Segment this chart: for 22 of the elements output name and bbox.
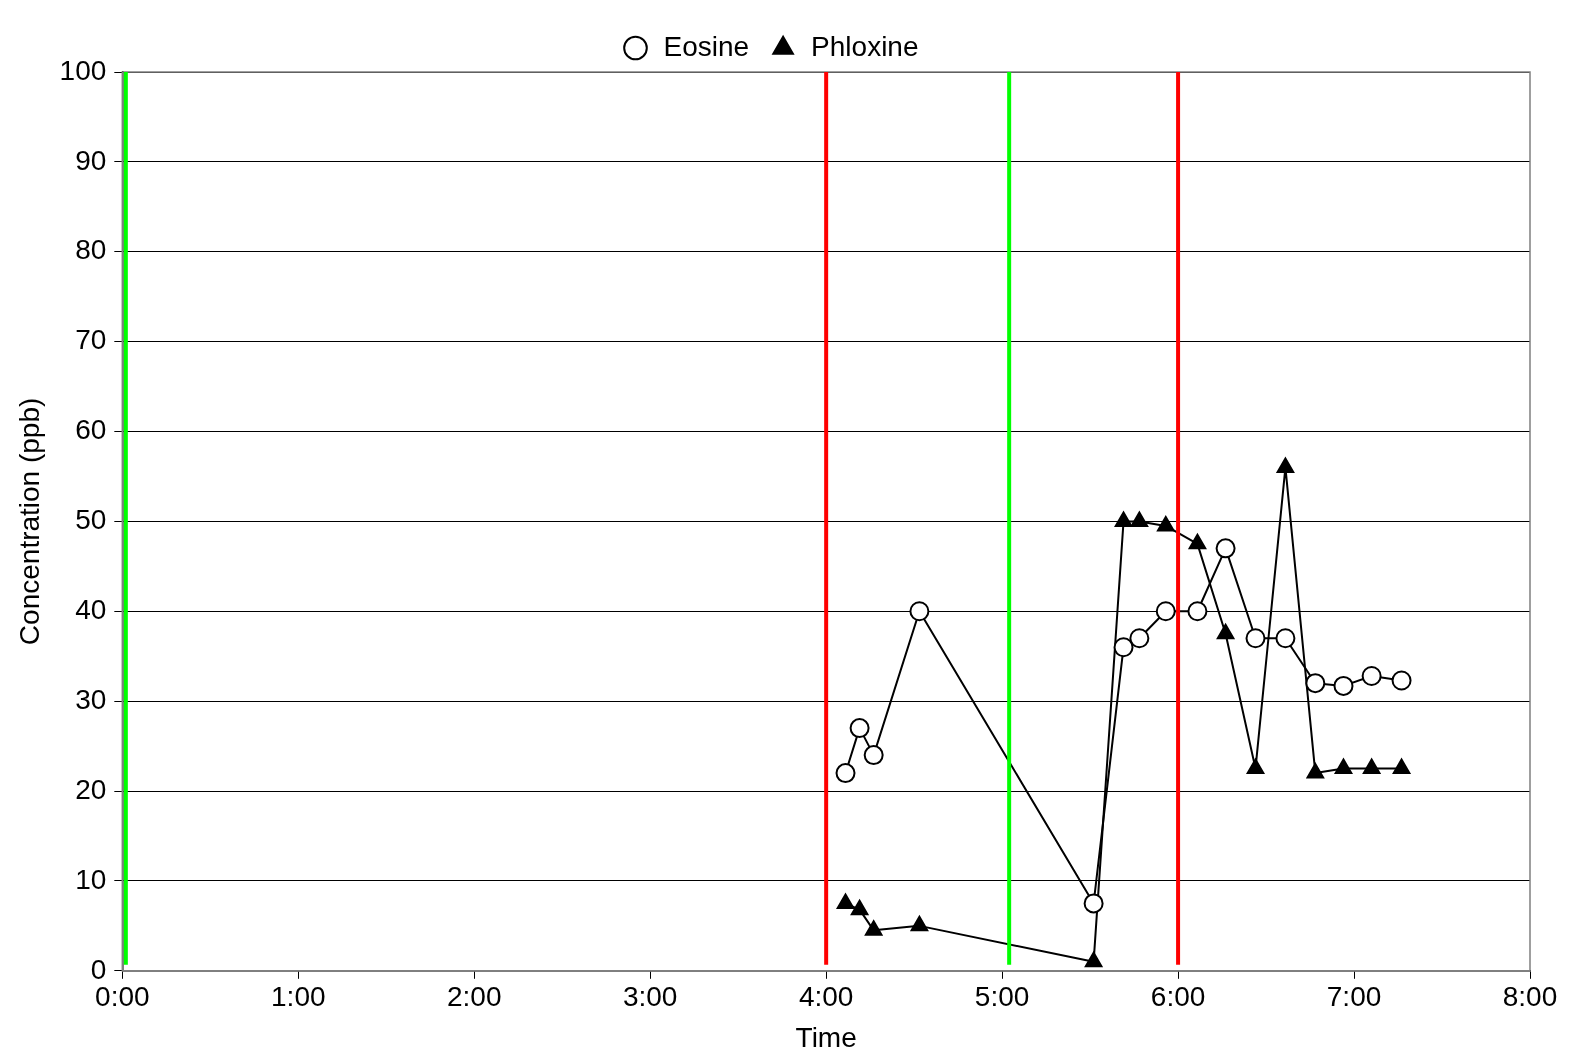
x-tick-label: 7:00	[1326, 981, 1382, 1013]
y-tick-label: 60	[75, 414, 107, 446]
y-tick-label: 40	[75, 594, 107, 625]
y-tick-label: 10	[75, 863, 107, 895]
y-tick-label: 70	[75, 324, 107, 356]
y-tick-label: 50	[75, 504, 107, 536]
y-tick-label: 80	[75, 234, 107, 266]
legend-label: Eosine	[663, 30, 750, 62]
y-tick-label: 20	[75, 773, 107, 805]
x-tick-label: 3:00	[622, 981, 678, 1013]
x-tick-label: 4:00	[798, 981, 854, 1013]
x-tick-label: 6:00	[1150, 981, 1206, 1013]
legend-label: Phloxine	[811, 30, 919, 62]
x-axis-title: Time	[795, 1021, 857, 1053]
x-tick-label: 5:00	[974, 981, 1030, 1013]
y-tick-label: 90	[75, 144, 107, 176]
y-axis-title: Concentration (ppb)	[13, 397, 45, 646]
x-tick-label: 8:00	[1502, 981, 1558, 1013]
y-tick-label: 30	[75, 683, 107, 715]
x-tick-label: 2:00	[446, 981, 502, 1013]
y-tick-label: 100	[59, 54, 107, 86]
x-tick-label: 1:00	[271, 981, 326, 1013]
